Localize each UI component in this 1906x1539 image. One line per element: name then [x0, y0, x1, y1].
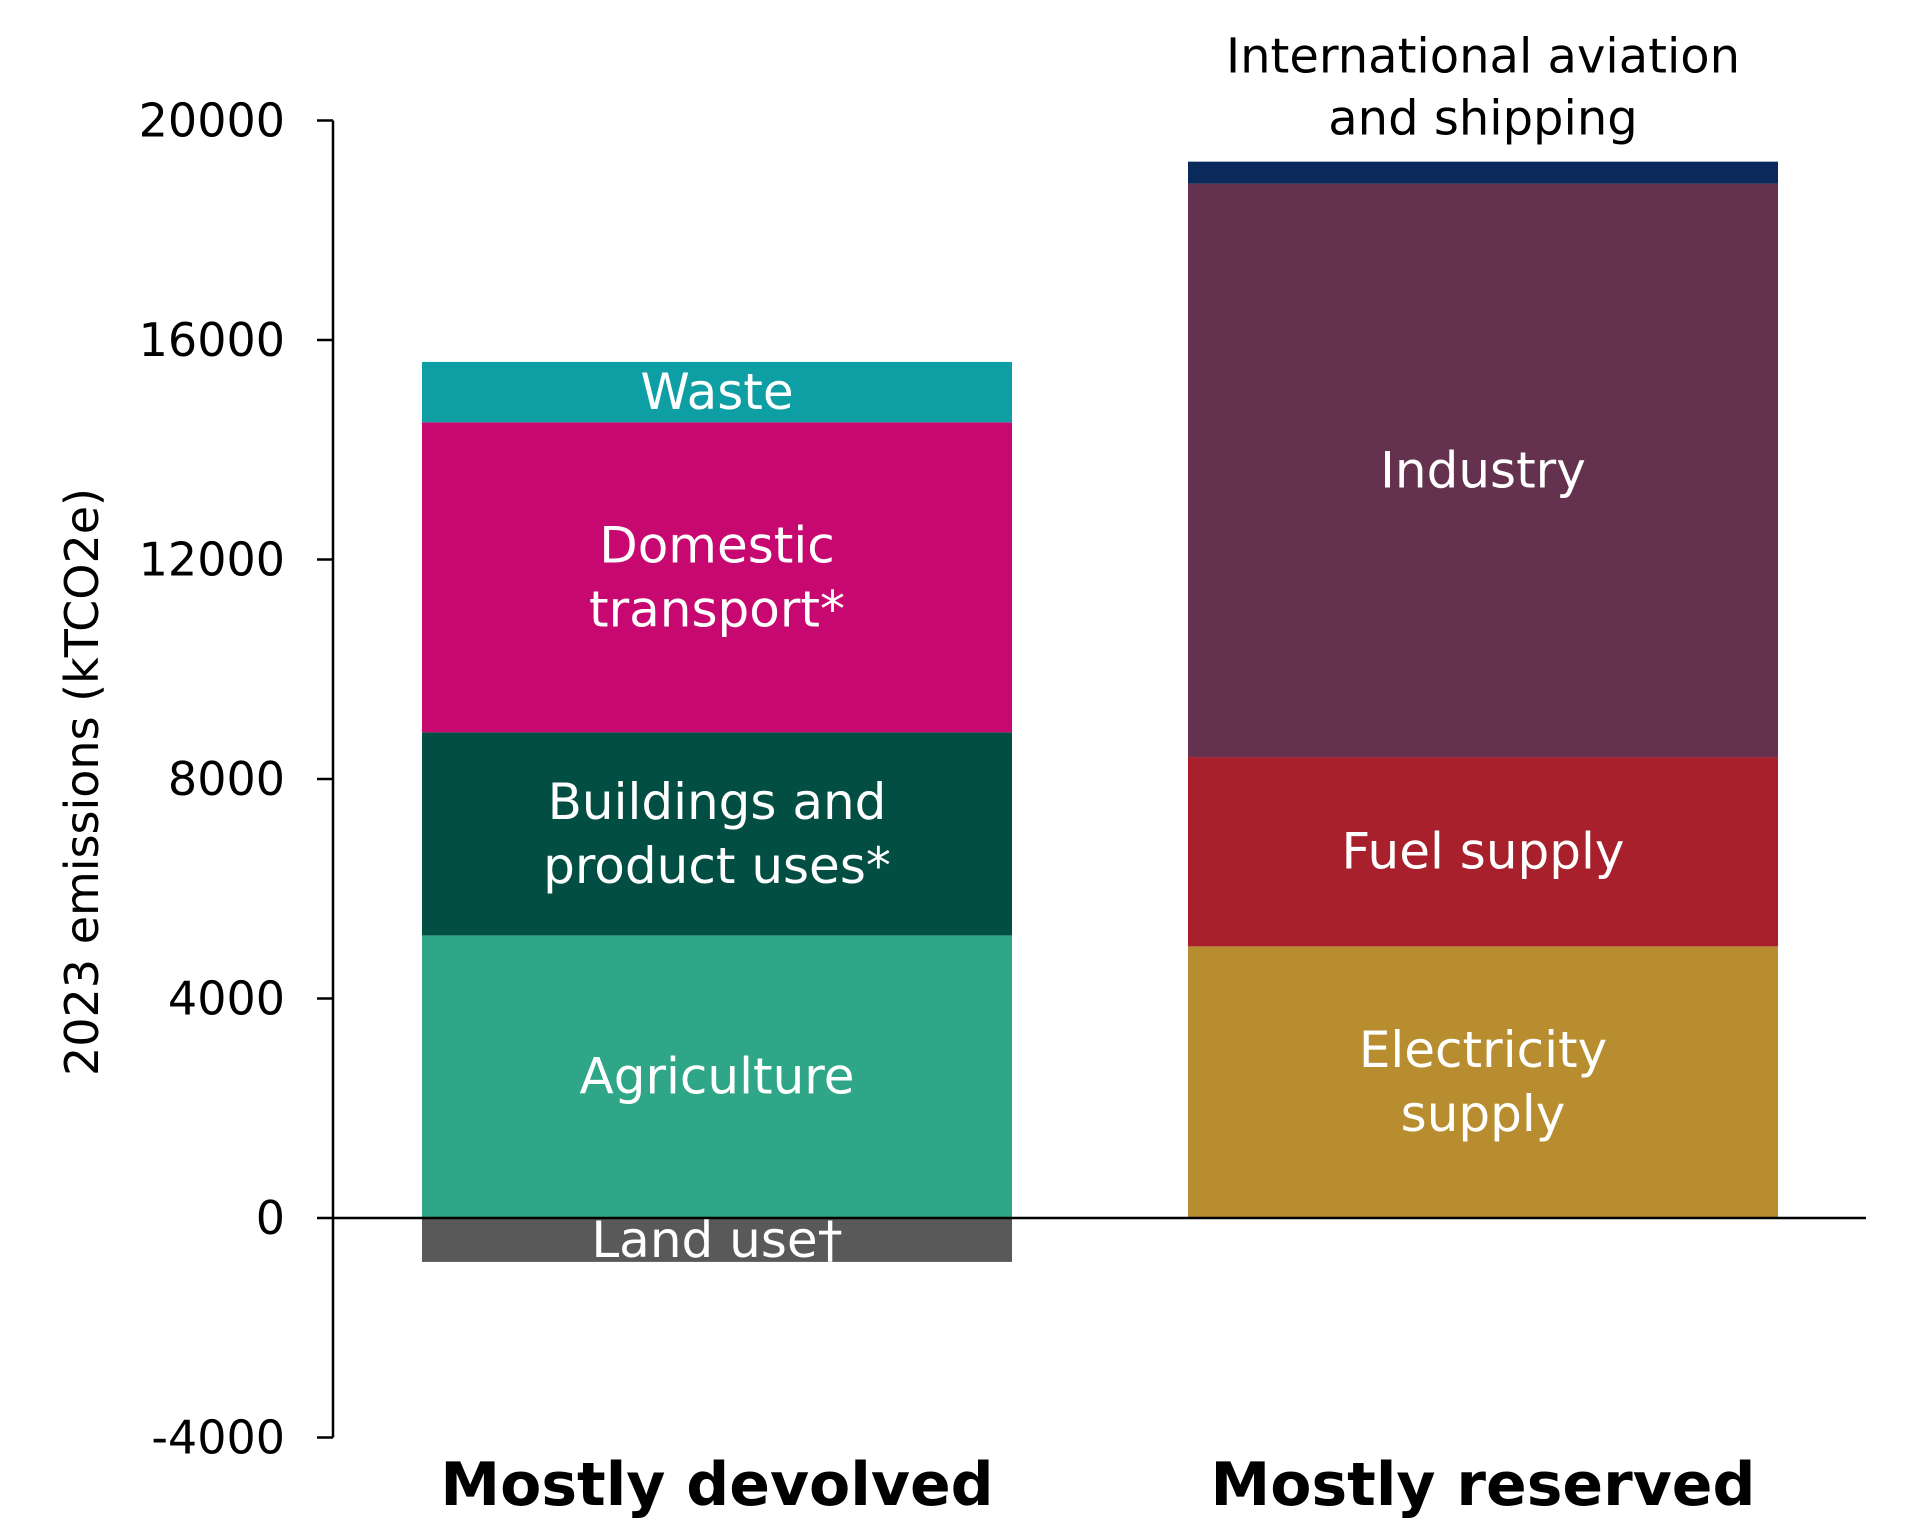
category-label-mostly-devolved: Mostly devolved — [440, 1450, 993, 1520]
y-tick-label: 20000 — [139, 94, 285, 148]
y-tick-label: 8000 — [168, 752, 285, 806]
bar-segment-fuel-supply — [1188, 757, 1778, 947]
bars-layer — [422, 161, 1778, 1262]
y-tick-label: -4000 — [151, 1411, 285, 1465]
axes-layer: -4000 0 4000 8000 12000 16000 20000 2023 emissi… — [55, 94, 335, 1465]
segment-label-line: Land use† — [591, 1211, 842, 1269]
segment-label-waste: Waste — [640, 363, 793, 421]
segment-label-line: and shipping — [1328, 91, 1638, 147]
segment-label-line: transport* — [589, 580, 845, 638]
segment-label-line: Electricity — [1359, 1021, 1607, 1079]
segment-label-buildings-and-product-uses: Buildings and product uses* — [543, 773, 891, 895]
segment-label-fuel-supply: Fuel supply — [1342, 823, 1625, 881]
segment-label-line: Fuel supply — [1342, 823, 1625, 881]
segment-label-land-use: Land use† — [591, 1211, 842, 1269]
y-tick-label: 4000 — [168, 972, 285, 1026]
segment-label-line: Domestic — [599, 516, 835, 574]
segment-label-line: supply — [1401, 1085, 1566, 1143]
segment-label-electricity-supply: Electricity supply — [1359, 1021, 1607, 1143]
segment-label-international-aviation-and-shipping: International aviation and shipping — [1226, 29, 1740, 147]
bar-segment-domestic-transport — [422, 422, 1012, 733]
bar-segment-waste — [422, 361, 1012, 423]
segment-label-line: International aviation — [1226, 29, 1740, 85]
segment-label-line: Buildings and — [548, 773, 887, 831]
bar-segment-buildings-and-product-uses — [422, 732, 1012, 936]
segment-label-industry: Industry — [1380, 441, 1586, 499]
segment-label-agriculture: Agriculture — [580, 1048, 855, 1106]
bar-segment-industry — [1188, 183, 1778, 758]
y-tick-label: 12000 — [139, 533, 285, 587]
y-tick-label: 16000 — [139, 313, 285, 367]
bar-segment-land-use — [422, 1218, 1012, 1262]
labels-layer: Land use† Agriculture Buildings and product… — [333, 29, 1866, 1520]
bar-segment-electricity-supply — [1188, 946, 1778, 1218]
bar-segment-agriculture — [422, 935, 1012, 1218]
segment-label-line: product uses* — [543, 837, 891, 895]
y-axis-title: 2023 emissions (kTCO2e) — [55, 488, 109, 1076]
segment-label-line: Waste — [640, 363, 793, 421]
category-label-mostly-reserved: Mostly reserved — [1211, 1450, 1756, 1520]
segment-label-line: Agriculture — [580, 1048, 855, 1106]
bar-segment-international-aviation-and-shipping — [1188, 161, 1778, 184]
y-tick-label: 0 — [256, 1191, 285, 1245]
segment-label-domestic-transport: Domestic transport* — [589, 516, 845, 638]
segment-label-line: Industry — [1380, 441, 1586, 499]
